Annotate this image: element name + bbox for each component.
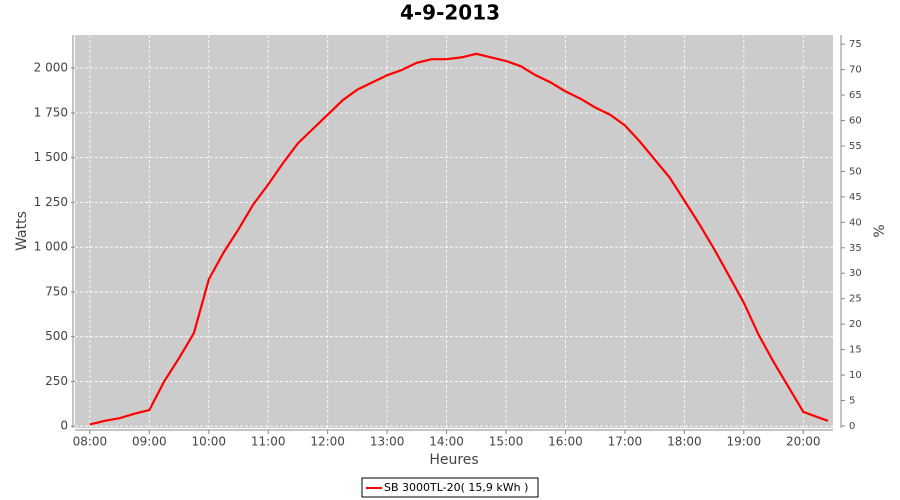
y-tick-label: 1 750 (34, 105, 68, 119)
y2-tick-label: 70 (849, 65, 862, 76)
x-tick-label: 13:00 (370, 435, 405, 449)
y2-tick-label: 45 (849, 192, 862, 203)
legend (361, 477, 539, 498)
y2-tick-label: 65 (849, 90, 862, 101)
y2-tick-label: 75 (849, 39, 862, 50)
x-tick-label: 17:00 (608, 435, 643, 449)
x-tick-label: 08:00 (73, 435, 108, 449)
y2-tick-label: 0 (849, 421, 855, 432)
y2-tick-label: 60 (849, 116, 862, 127)
x-tick-label: 12:00 (310, 435, 345, 449)
data-line (89, 52, 829, 426)
y2-tick-label: 50 (849, 166, 862, 177)
legend-label: SB 3000TL-20( 15,9 kWh ) (384, 481, 528, 494)
x-tick-label: 20:00 (786, 435, 821, 449)
y-tick-label: 1 250 (34, 195, 68, 209)
y2-tick-label: 40 (849, 217, 862, 228)
x-tick-label: 10:00 (191, 435, 226, 449)
y-tick-label: 1 000 (34, 240, 68, 254)
y-tick-label: 250 (45, 374, 68, 388)
x-tick-label: 09:00 (132, 435, 167, 449)
chart-title: 4-9-2013 (400, 1, 500, 25)
y2-tick-label: 20 (849, 319, 862, 330)
y2-tick-label: 5 (849, 396, 855, 407)
y2-tick-label: 15 (849, 345, 862, 356)
x-axis-label: Heures (429, 452, 478, 468)
x-tick-label: 11:00 (251, 435, 286, 449)
y2-tick-label: 35 (849, 243, 862, 254)
x-tick-label: 15:00 (489, 435, 524, 449)
y-tick-label: 750 (45, 284, 68, 298)
x-tick-label: 19:00 (727, 435, 762, 449)
y-axis-label: Watts (14, 211, 30, 251)
y2-axis-label: % (872, 224, 888, 237)
plot-area (75, 35, 833, 428)
y-tick-label: 0 (60, 419, 68, 433)
y-tick-label: 2 000 (34, 61, 68, 75)
y-tick-label: 500 (45, 329, 68, 343)
y2-tick-label: 30 (849, 268, 862, 279)
y2-tick-label: 55 (849, 141, 862, 152)
y2-tick-label: 25 (849, 294, 862, 305)
x-tick-label: 16:00 (548, 435, 583, 449)
y-tick-label: 1 500 (34, 150, 68, 164)
y2-tick-label: 10 (849, 370, 862, 381)
x-tick-label: 18:00 (667, 435, 702, 449)
x-tick-label: 14:00 (429, 435, 464, 449)
